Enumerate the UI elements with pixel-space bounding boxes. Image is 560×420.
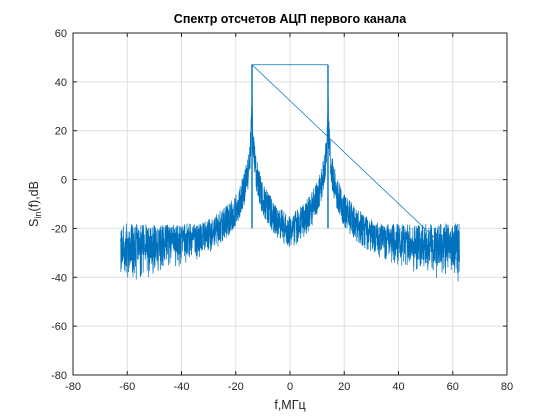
series-spectrum bbox=[120, 64, 460, 282]
y-tick-label: 20 bbox=[55, 126, 67, 138]
x-tick-label: -40 bbox=[174, 381, 190, 393]
y-axis-label-main: S bbox=[27, 219, 41, 227]
x-tick-label: 20 bbox=[338, 381, 350, 393]
y-tick-label: 60 bbox=[55, 28, 67, 40]
ticks bbox=[72, 32, 508, 376]
y-tick-label: -40 bbox=[51, 272, 67, 284]
x-tick-label: 80 bbox=[501, 381, 513, 393]
y-tick-label: -20 bbox=[51, 223, 67, 235]
grid bbox=[72, 32, 508, 376]
x-tick-label: 40 bbox=[392, 381, 404, 393]
y-axis-label: Sin(f),dB bbox=[27, 181, 43, 227]
y-axis-label-subscript: in bbox=[33, 212, 43, 219]
y-tick-label: 0 bbox=[61, 175, 67, 187]
chart-title: Спектр отсчетов АЦП первого канала bbox=[174, 12, 407, 26]
y-axis-label-rest: (f),dB bbox=[27, 181, 41, 212]
x-tick-label: 0 bbox=[287, 381, 293, 393]
x-axis-label: f,МГц bbox=[274, 398, 305, 412]
y-tick-label: 40 bbox=[55, 77, 67, 89]
x-tick-label: -60 bbox=[119, 381, 135, 393]
y-tick-label: -80 bbox=[51, 370, 67, 382]
spectrum-line bbox=[120, 64, 460, 282]
y-tick-label: -60 bbox=[51, 321, 67, 333]
x-tick-label: 60 bbox=[447, 381, 459, 393]
tick-labels: -80 -60 -40 -20 0 20 40 60 80 -80 -60 -40 -20 0 20 40 60 bbox=[51, 28, 513, 393]
x-tick-label: -20 bbox=[228, 381, 244, 393]
x-tick-label: -80 bbox=[65, 381, 81, 393]
